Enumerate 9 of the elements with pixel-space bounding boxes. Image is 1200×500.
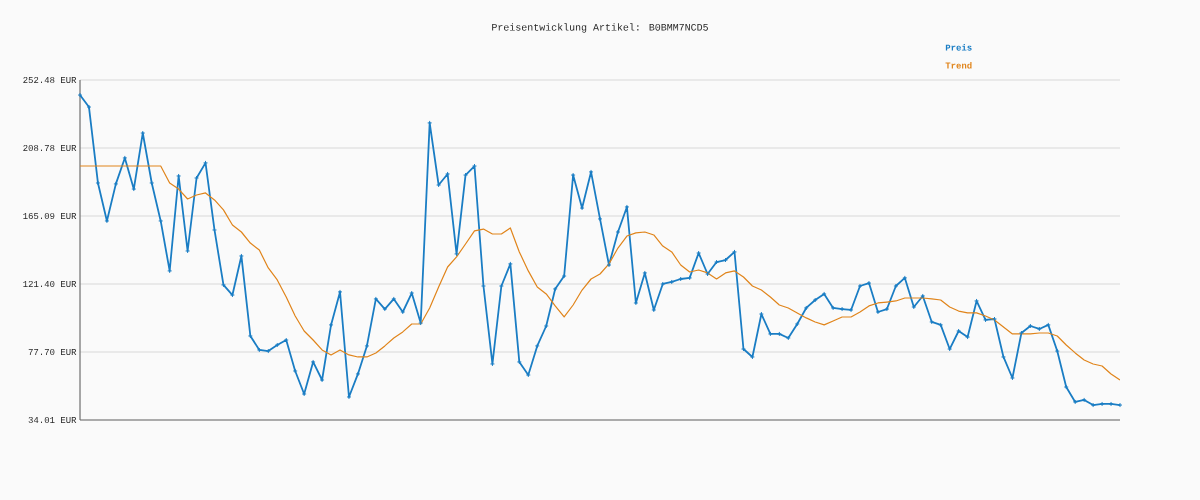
y-tick-label: 208.78 EUR: [23, 144, 77, 152]
y-tick-label: 165.09 EUR: [23, 212, 77, 220]
y-tick-label: 34.01 EUR: [28, 416, 77, 424]
y-tick-label: 121.40 EUR: [23, 280, 77, 288]
chart-title: Preisentwicklung Artikel: B0BMM7NCD5: [492, 23, 708, 33]
text: Preis: [945, 44, 972, 51]
y-tick-label: 77.70 EUR: [28, 348, 77, 356]
text: Trend: [945, 62, 972, 69]
y-tick-label: 252.48 EUR: [23, 76, 77, 84]
